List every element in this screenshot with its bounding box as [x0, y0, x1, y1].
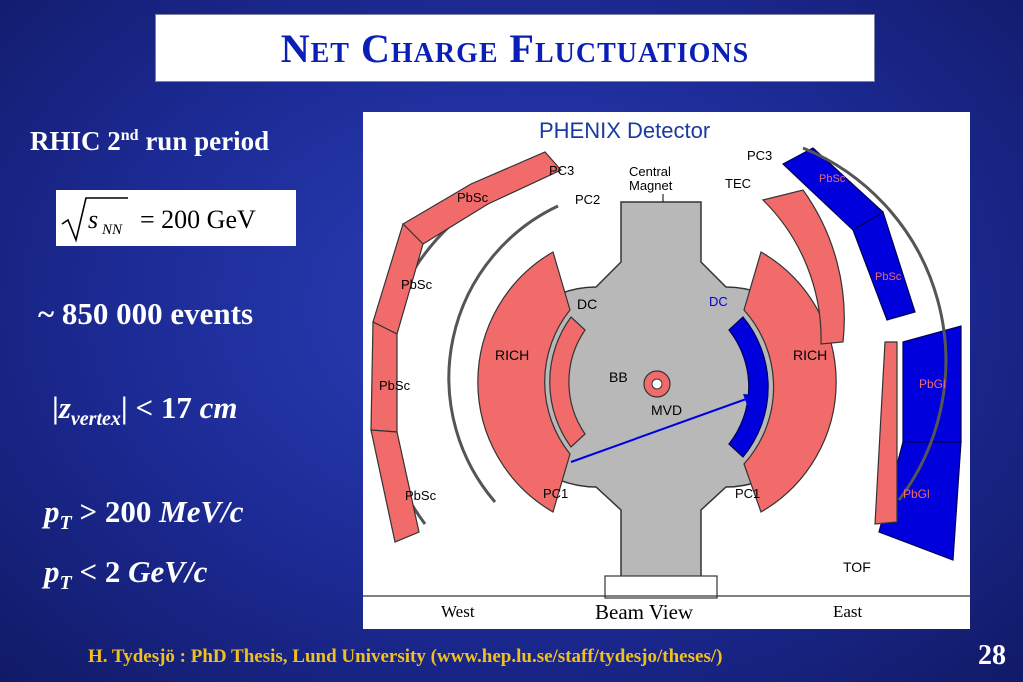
label-west-pbsc-4: PbSc — [405, 488, 437, 503]
label-east-pbgl-2: PbGl — [903, 487, 930, 501]
label-west-pc1: PC1 — [543, 486, 568, 501]
label-east-pbgl-1: PbGl — [919, 377, 946, 391]
label-west-pbsc-3: PbSc — [379, 378, 411, 393]
label-west-rich: RICH — [495, 347, 529, 363]
zvertex-cut: |zvertex| < 17 cm — [52, 390, 238, 431]
formula-rhs: = 200 GeV — [140, 205, 256, 234]
east-dc-active — [728, 316, 769, 458]
label-east-dc: DC — [709, 294, 728, 309]
formula-nn: NN — [101, 222, 123, 238]
label-west-pc2: PC2 — [575, 192, 600, 207]
east-tof — [874, 341, 898, 525]
west-pbsc-4 — [370, 429, 420, 543]
label-mvd: MVD — [651, 402, 682, 418]
track-arrow — [570, 397, 750, 463]
label-beam-view: Beam View — [595, 600, 694, 624]
rhic-run-period: RHIC 2nd run period — [30, 126, 270, 156]
pt-max-cut: pT < 2 GeV/c — [44, 554, 208, 595]
label-east-pbsc-1: PbSc — [819, 173, 846, 185]
page-number: 28 — [978, 640, 1006, 671]
label-west-pbsc-2: PbSc — [401, 277, 433, 292]
label-central: Central — [629, 164, 671, 179]
track-arrowhead-icon — [743, 394, 757, 405]
east-pbsc-2 — [852, 211, 916, 321]
west-pbsc-3 — [370, 321, 398, 433]
title-box: Net Charge Fluctuations — [155, 14, 875, 82]
footer-citation: H. Tydesjö : PhD Thesis, Lund University… — [88, 646, 723, 667]
label-west-dc: DC — [577, 296, 597, 312]
slide-title: Net Charge Fluctuations — [280, 25, 750, 71]
formula-s: s — [88, 205, 98, 234]
label-east-pbsc-2: PbSc — [875, 271, 902, 283]
left-column: RHIC 2nd run period s NN = 200 GeV ~ 850… — [0, 0, 360, 640]
west-pc2 — [447, 204, 559, 503]
diagram-title: PHENIX Detector — [539, 118, 710, 143]
west-dc — [549, 316, 586, 448]
label-west-pbsc-1: PbSc — [457, 190, 489, 205]
label-east: East — [833, 602, 863, 621]
event-count: ~ 850 000 events — [38, 296, 254, 331]
label-west: West — [441, 602, 475, 621]
east-tec — [761, 189, 845, 345]
sqrt-sign — [61, 197, 128, 243]
west-rich — [477, 251, 571, 513]
label-magnet: Magnet — [629, 178, 673, 193]
label-east-tec: TEC — [725, 176, 751, 191]
label-east-pc1: PC1 — [735, 486, 760, 501]
label-bb: BB — [609, 369, 628, 385]
label-east-rich: RICH — [793, 347, 827, 363]
label-east-tof: TOF — [843, 559, 871, 575]
label-east-pc3: PC3 — [747, 148, 772, 163]
energy-formula: s NN = 200 GeV — [56, 190, 296, 246]
pt-min-cut: pT > 200 MeV/c — [44, 494, 244, 535]
phenix-detector-diagram: PHENIX Detector Central Magnet BB MVD Pb… — [363, 112, 970, 629]
label-west-pc3: PC3 — [549, 163, 574, 178]
magnet-base-cutout — [604, 575, 718, 599]
east-pc3 — [802, 146, 948, 501]
